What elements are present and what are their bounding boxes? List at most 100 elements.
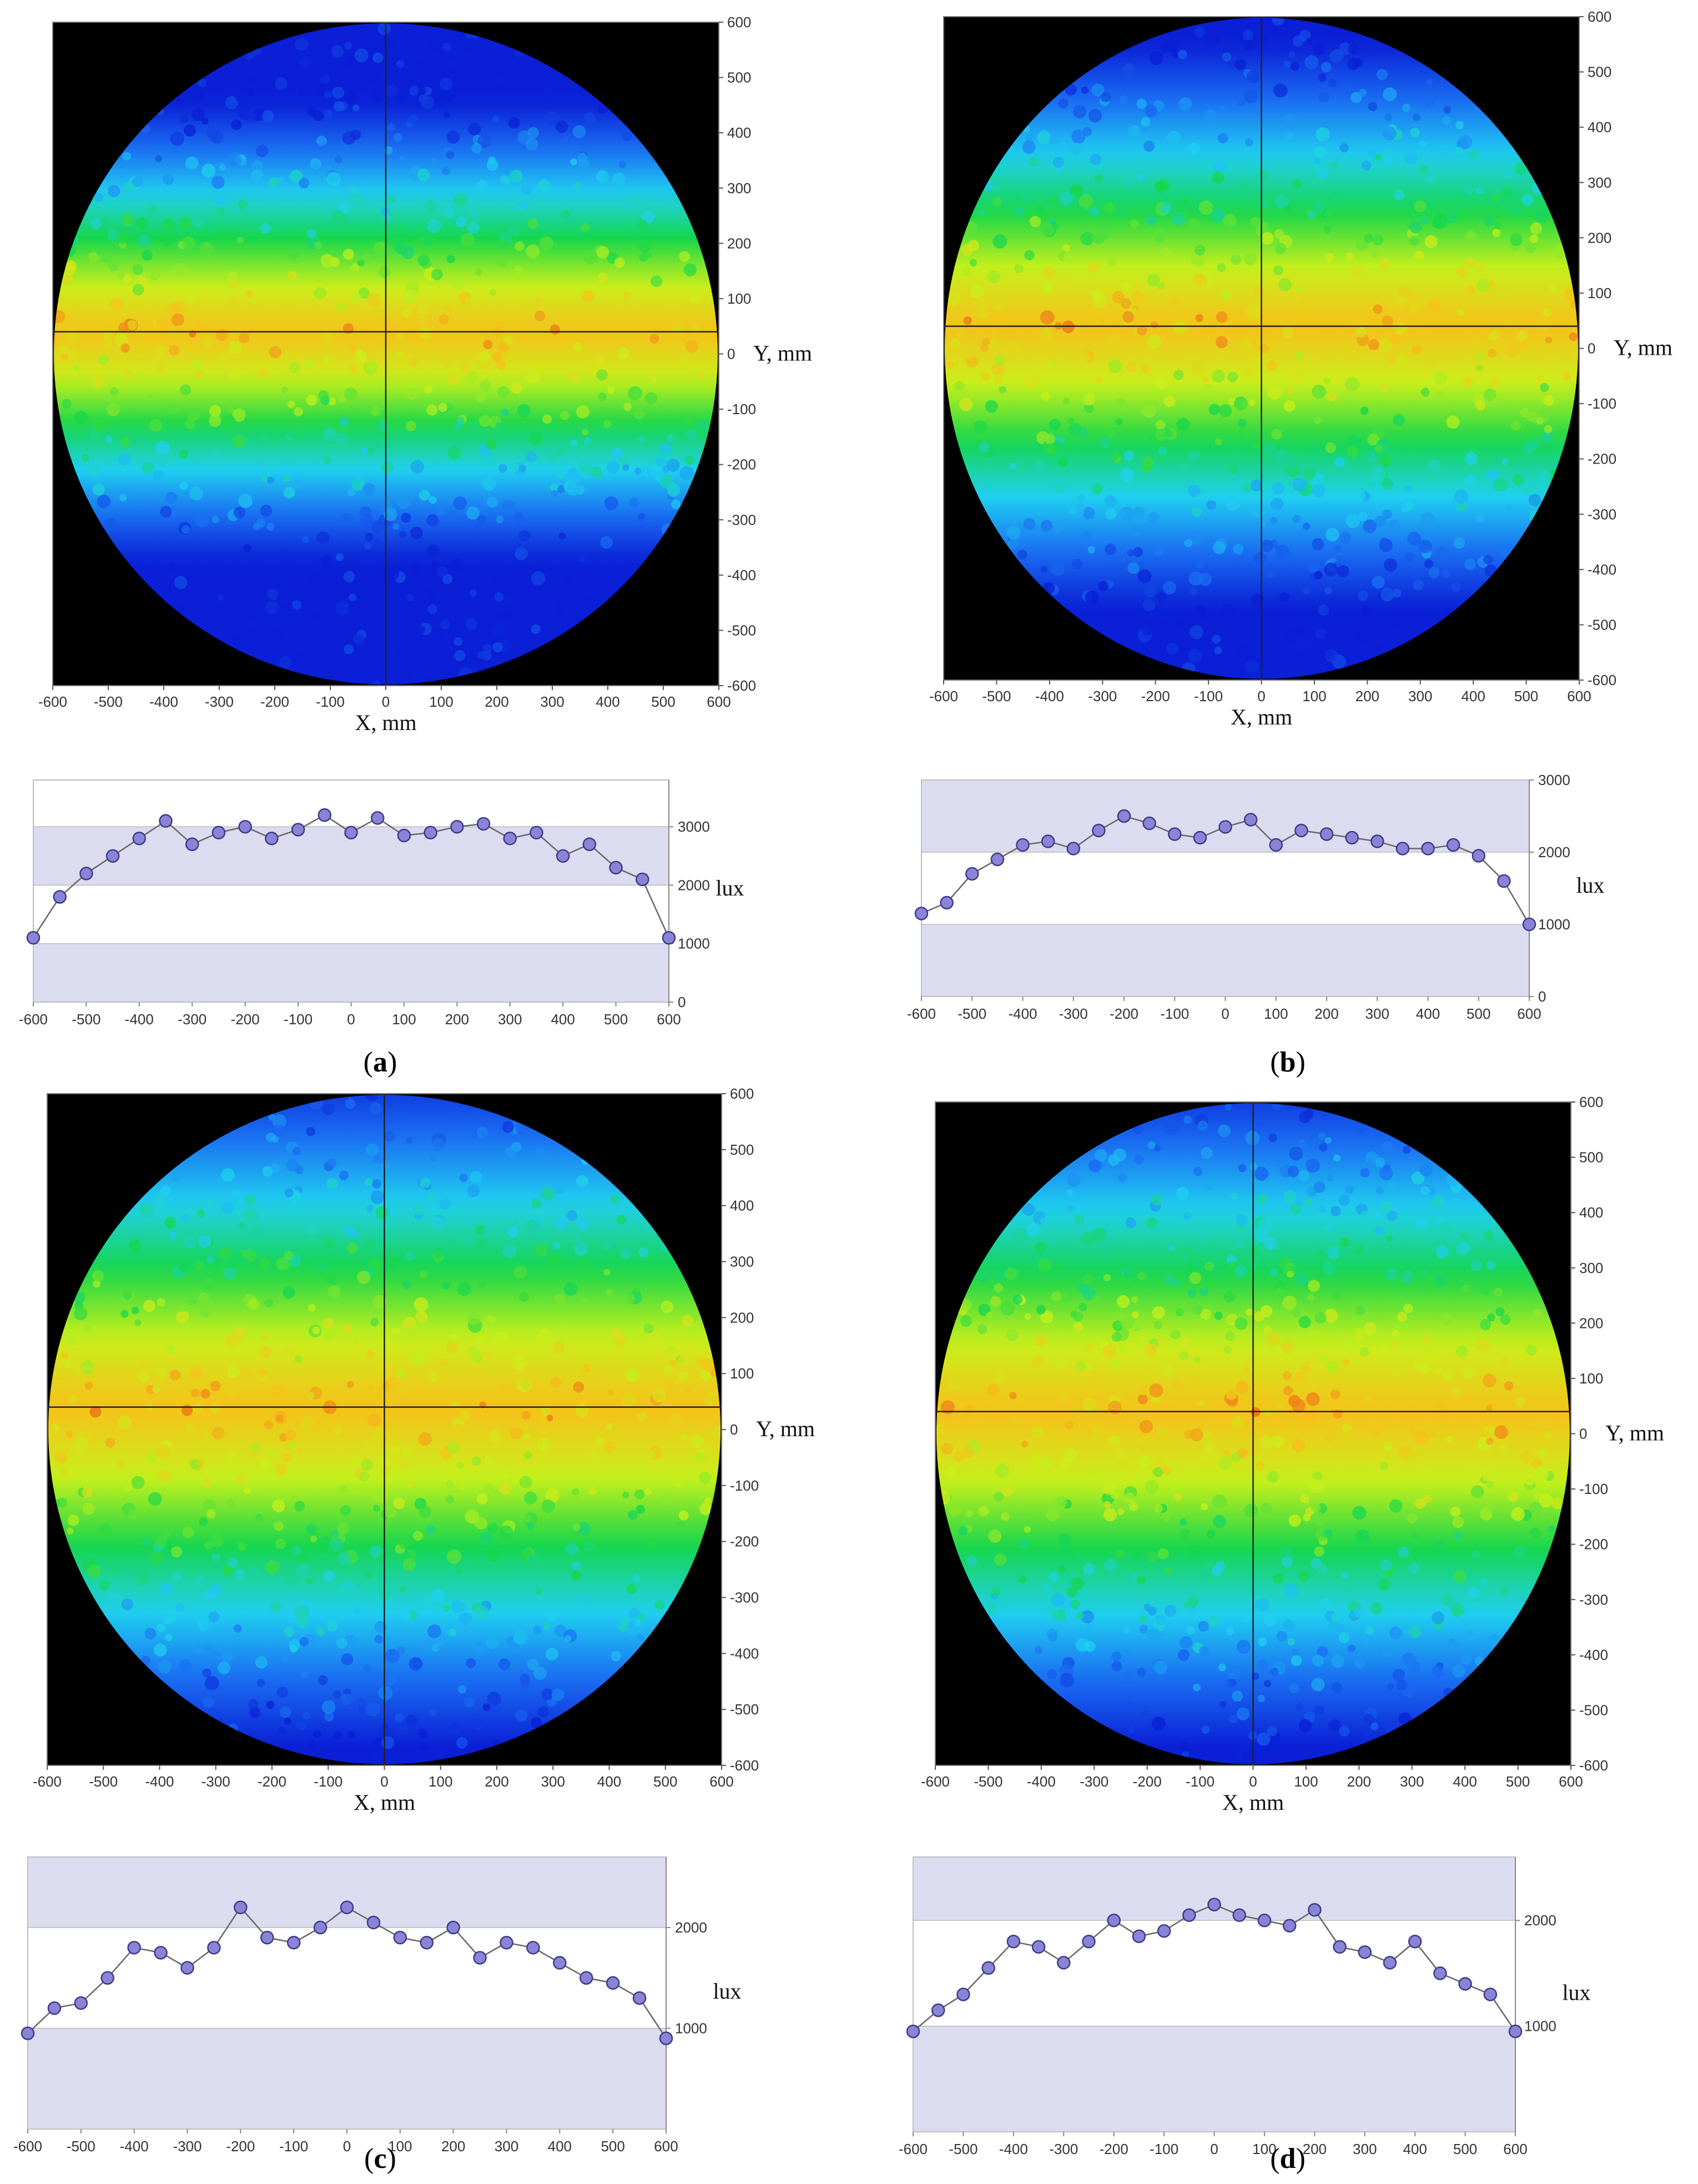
speckle <box>588 1487 597 1496</box>
speckle <box>1012 1294 1022 1305</box>
speckle <box>1120 467 1135 482</box>
speckle <box>589 1452 599 1462</box>
speckle <box>622 464 629 471</box>
speckle <box>198 78 207 88</box>
speckle <box>1191 252 1206 267</box>
speckle <box>1079 1302 1087 1311</box>
speckle <box>1347 435 1362 449</box>
speckle <box>500 175 510 185</box>
speckle <box>1085 1343 1095 1353</box>
speckle <box>1248 399 1256 406</box>
speckle <box>392 523 400 530</box>
profile-data-point <box>1383 1956 1397 1970</box>
speckle <box>103 331 112 341</box>
speckle <box>357 259 365 266</box>
speckle <box>1084 1640 1096 1652</box>
speckle <box>460 1410 471 1420</box>
speckle <box>603 420 612 429</box>
speckle <box>217 1661 231 1674</box>
speckle <box>1071 558 1082 570</box>
profile-x-tick-label: 0 <box>347 1011 355 1028</box>
profile-data-point <box>662 930 676 945</box>
speckle <box>1252 437 1263 449</box>
speckle <box>232 408 246 422</box>
speckle <box>1489 1426 1497 1434</box>
y-tick-label: 300 <box>727 180 751 197</box>
speckle <box>1082 1397 1097 1412</box>
speckle <box>518 200 528 210</box>
profile-data-point <box>1066 842 1080 856</box>
speckle <box>337 1484 347 1493</box>
x-axis-label: X, mm <box>355 710 416 735</box>
speckle <box>1173 369 1184 380</box>
speckle <box>215 193 228 207</box>
speckle <box>312 1326 320 1335</box>
speckle <box>201 163 216 178</box>
speckle <box>471 143 482 154</box>
speckle <box>498 1482 512 1495</box>
speckle <box>1024 1526 1031 1533</box>
speckle <box>1304 55 1319 69</box>
speckle <box>324 109 333 119</box>
speckle <box>1159 1362 1174 1377</box>
speckle <box>1475 187 1483 195</box>
speckle <box>1192 1683 1201 1692</box>
speckle <box>314 85 325 97</box>
profile-data-point <box>1522 917 1536 932</box>
speckle <box>417 168 430 182</box>
speckle <box>1201 1147 1213 1159</box>
speckle <box>1288 51 1296 59</box>
speckle <box>1458 135 1473 149</box>
speckle <box>391 23 402 31</box>
speckle <box>446 130 460 144</box>
speckle <box>1400 1270 1414 1284</box>
speckle <box>236 236 244 244</box>
speckle <box>1293 1265 1301 1272</box>
speckle <box>332 1425 342 1435</box>
speckle <box>289 362 300 374</box>
speckle <box>1217 263 1226 272</box>
speckle <box>372 1295 387 1309</box>
speckle <box>326 1619 339 1632</box>
speckle <box>1193 1356 1201 1363</box>
speckle <box>628 1509 638 1520</box>
speckle <box>1174 1280 1181 1287</box>
speckle <box>493 84 505 95</box>
speckle <box>1520 481 1535 496</box>
x-tick-label: 300 <box>541 1773 565 1790</box>
speckle <box>92 483 105 496</box>
speckle <box>678 1510 689 1521</box>
speckle <box>1188 571 1203 586</box>
speckle <box>1449 1640 1458 1650</box>
speckle <box>1036 1305 1046 1315</box>
speckle <box>429 496 437 504</box>
speckle <box>497 341 509 353</box>
speckle <box>1201 376 1209 383</box>
speckle <box>209 1403 219 1414</box>
speckle <box>1366 1626 1374 1635</box>
speckle <box>1364 1395 1374 1404</box>
speckle <box>1246 1308 1254 1316</box>
speckle <box>555 1215 569 1230</box>
speckle <box>493 64 505 75</box>
speckle <box>1217 1124 1231 1138</box>
speckle <box>979 442 990 452</box>
speckle <box>1089 1470 1097 1478</box>
speckle <box>1092 1227 1106 1241</box>
speckle <box>637 1634 644 1642</box>
speckle <box>165 1633 173 1642</box>
speckle <box>1152 1306 1165 1319</box>
speckle <box>634 467 642 475</box>
profile-data-point <box>1182 1908 1196 1922</box>
speckle <box>127 1509 137 1519</box>
speckle <box>480 380 491 391</box>
speckle <box>1360 606 1373 619</box>
speckle <box>507 1226 519 1237</box>
speckle <box>314 241 322 249</box>
speckle <box>270 1601 281 1613</box>
speckle <box>377 421 387 431</box>
y-tick-label: -300 <box>1579 1591 1608 1608</box>
speckle <box>647 1451 656 1458</box>
speckle <box>166 562 177 574</box>
speckle <box>289 169 303 183</box>
